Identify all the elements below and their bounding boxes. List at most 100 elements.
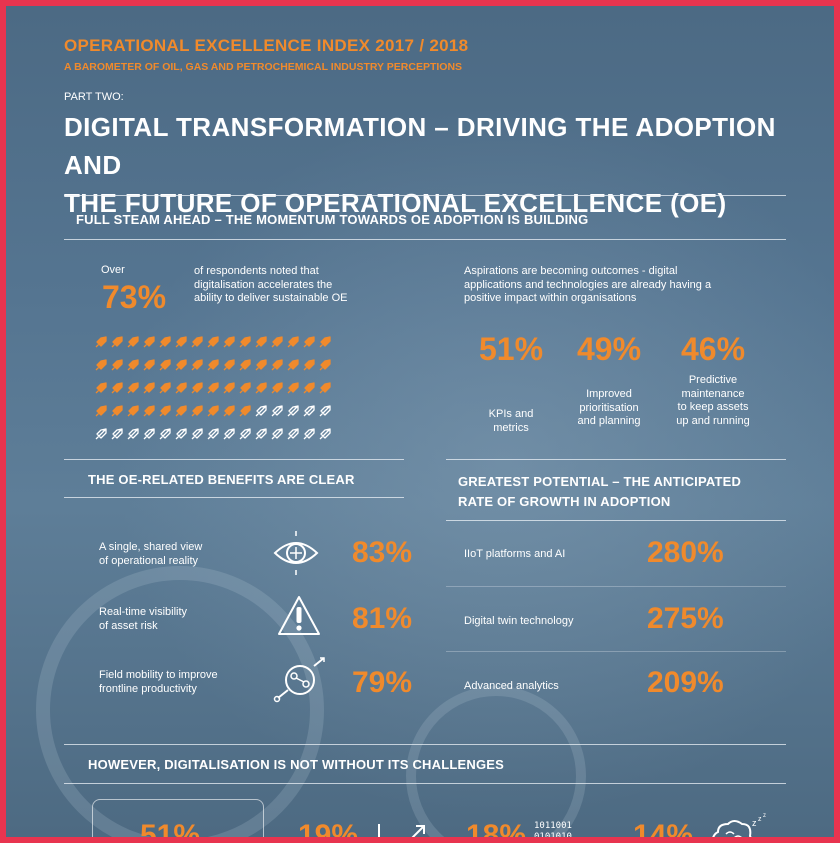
rocket-icon-empty (318, 404, 331, 416)
challenge-value-3: 18% (466, 819, 527, 843)
over-value: 73% (102, 279, 167, 315)
rocket-icon-empty (254, 404, 267, 416)
rocket-icon-empty (158, 427, 171, 439)
potential-iiot-value: 280% (647, 536, 724, 569)
rocket-icon-filled (222, 335, 235, 347)
rocket-icon-empty (318, 427, 331, 439)
rocket-icon-filled (206, 358, 219, 370)
rocket-icon-filled (286, 335, 299, 347)
rocket-icon-empty (190, 427, 203, 439)
benefit-asset-risk-label: Real-time visibility of asset risk (99, 606, 188, 632)
growth-arrow-icon (402, 822, 428, 837)
over-label: Over (101, 264, 125, 276)
rocket-icon-filled (302, 335, 315, 347)
momentum-heading: FULL STEAM AHEAD – THE MOMENTUM TOWARDS … (76, 212, 589, 227)
rocket-icon-filled (94, 335, 107, 347)
divider (64, 195, 786, 196)
divider (64, 783, 786, 784)
warning-icon (276, 594, 320, 638)
aspirations-text: Aspirations are becoming outcomes - digi… (464, 265, 712, 304)
rocket-row (94, 351, 404, 374)
rocket-icon-filled (190, 381, 203, 393)
rocket-icon-empty (286, 427, 299, 439)
rocket-icon-filled (238, 404, 251, 416)
rocket-icon-filled (158, 335, 171, 347)
rocket-icon-filled (254, 381, 267, 393)
rocket-grid (94, 328, 404, 443)
rocket-icon-filled (254, 335, 267, 347)
rocket-icon-filled (126, 358, 139, 370)
divider (446, 459, 786, 460)
rocket-row (94, 420, 404, 443)
benefit-shared-view-value: 83% (352, 536, 413, 569)
benefit-shared-view-label: A single, shared view of operational rea… (99, 541, 203, 567)
stat-kpis-value: 51% (478, 331, 544, 367)
main-title: DIGITAL TRANSFORMATION – DRIVING THE ADO… (64, 108, 804, 222)
benefit-mobility-label: Field mobility to improve frontline prod… (99, 669, 218, 695)
rocket-icon-filled (158, 358, 171, 370)
rocket-icon-empty (174, 427, 187, 439)
rocket-icon-empty (206, 427, 219, 439)
binary-code-icon: 1011001 0101010 (534, 821, 572, 842)
part-label: PART TWO: (64, 91, 124, 103)
divider (64, 744, 786, 745)
challenge-value-1: 51% (140, 819, 201, 843)
divider (446, 651, 786, 652)
rocket-icon-filled (158, 404, 171, 416)
stat-planning: 49% Improved prioritisation and planning (559, 331, 659, 429)
rocket-icon-filled (254, 358, 267, 370)
stat-kpis: 51% KPIs and metrics (461, 331, 561, 435)
rocket-icon-filled (174, 335, 187, 347)
rocket-icon-filled (126, 381, 139, 393)
rocket-icon-filled (110, 358, 123, 370)
rocket-icon-filled (174, 404, 187, 416)
rocket-icon-filled (286, 381, 299, 393)
benefit-mobility-value: 79% (352, 666, 413, 699)
stat-planning-label: Improved prioritisation and planning (577, 388, 641, 427)
potential-analytics-label: Advanced analytics (464, 680, 559, 692)
divider (64, 239, 786, 240)
rocket-icon-filled (142, 358, 155, 370)
svg-text:z: z (752, 818, 757, 828)
divider (446, 520, 786, 521)
divider (64, 497, 404, 498)
rocket-icon-filled (206, 381, 219, 393)
rocket-icon-empty (270, 404, 283, 416)
stat-planning-value: 49% (576, 331, 642, 367)
svg-text:z: z (758, 816, 762, 823)
potential-analytics-value: 209% (647, 666, 724, 699)
stat-maintenance-value: 46% (680, 331, 746, 367)
benefits-heading: THE OE-RELATED BENEFITS ARE CLEAR (88, 472, 355, 487)
main-title-line2: THE FUTURE OF OPERATIONAL EXCELLENCE (OE… (64, 188, 727, 218)
rocket-icon-filled (158, 381, 171, 393)
rocket-icon-filled (270, 335, 283, 347)
rocket-icon-empty (110, 427, 123, 439)
rocket-icon-filled (142, 335, 155, 347)
rocket-icon-filled (126, 335, 139, 347)
rocket-icon-empty (94, 427, 107, 439)
rocket-icon-filled (174, 358, 187, 370)
challenge-box (92, 799, 264, 837)
benefit-asset-risk-value: 81% (352, 602, 413, 635)
challenge-value-2: 19% (298, 819, 359, 843)
rocket-row (94, 328, 404, 351)
rocket-icon-filled (110, 404, 123, 416)
rocket-icon-filled (190, 404, 203, 416)
rocket-icon-empty (286, 404, 299, 416)
report-subtitle: A BAROMETER OF OIL, GAS AND PETROCHEMICA… (64, 61, 463, 73)
rocket-icon-empty (302, 427, 315, 439)
main-title-line1: DIGITAL TRANSFORMATION – DRIVING THE ADO… (64, 112, 776, 180)
rocket-icon-filled (222, 381, 235, 393)
rocket-icon-filled (190, 335, 203, 347)
stat-maintenance-label: Predictive maintenance to keep assets up… (676, 374, 750, 427)
rocket-icon-filled (94, 404, 107, 416)
eye-icon (272, 531, 319, 575)
rocket-icon-filled (238, 335, 251, 347)
rocket-icon-filled (126, 404, 139, 416)
rocket-icon-filled (206, 404, 219, 416)
potential-digital-twin-label: Digital twin technology (464, 615, 574, 627)
rocket-icon-empty (238, 427, 251, 439)
rocket-icon-empty (142, 427, 155, 439)
rocket-icon-filled (94, 381, 107, 393)
